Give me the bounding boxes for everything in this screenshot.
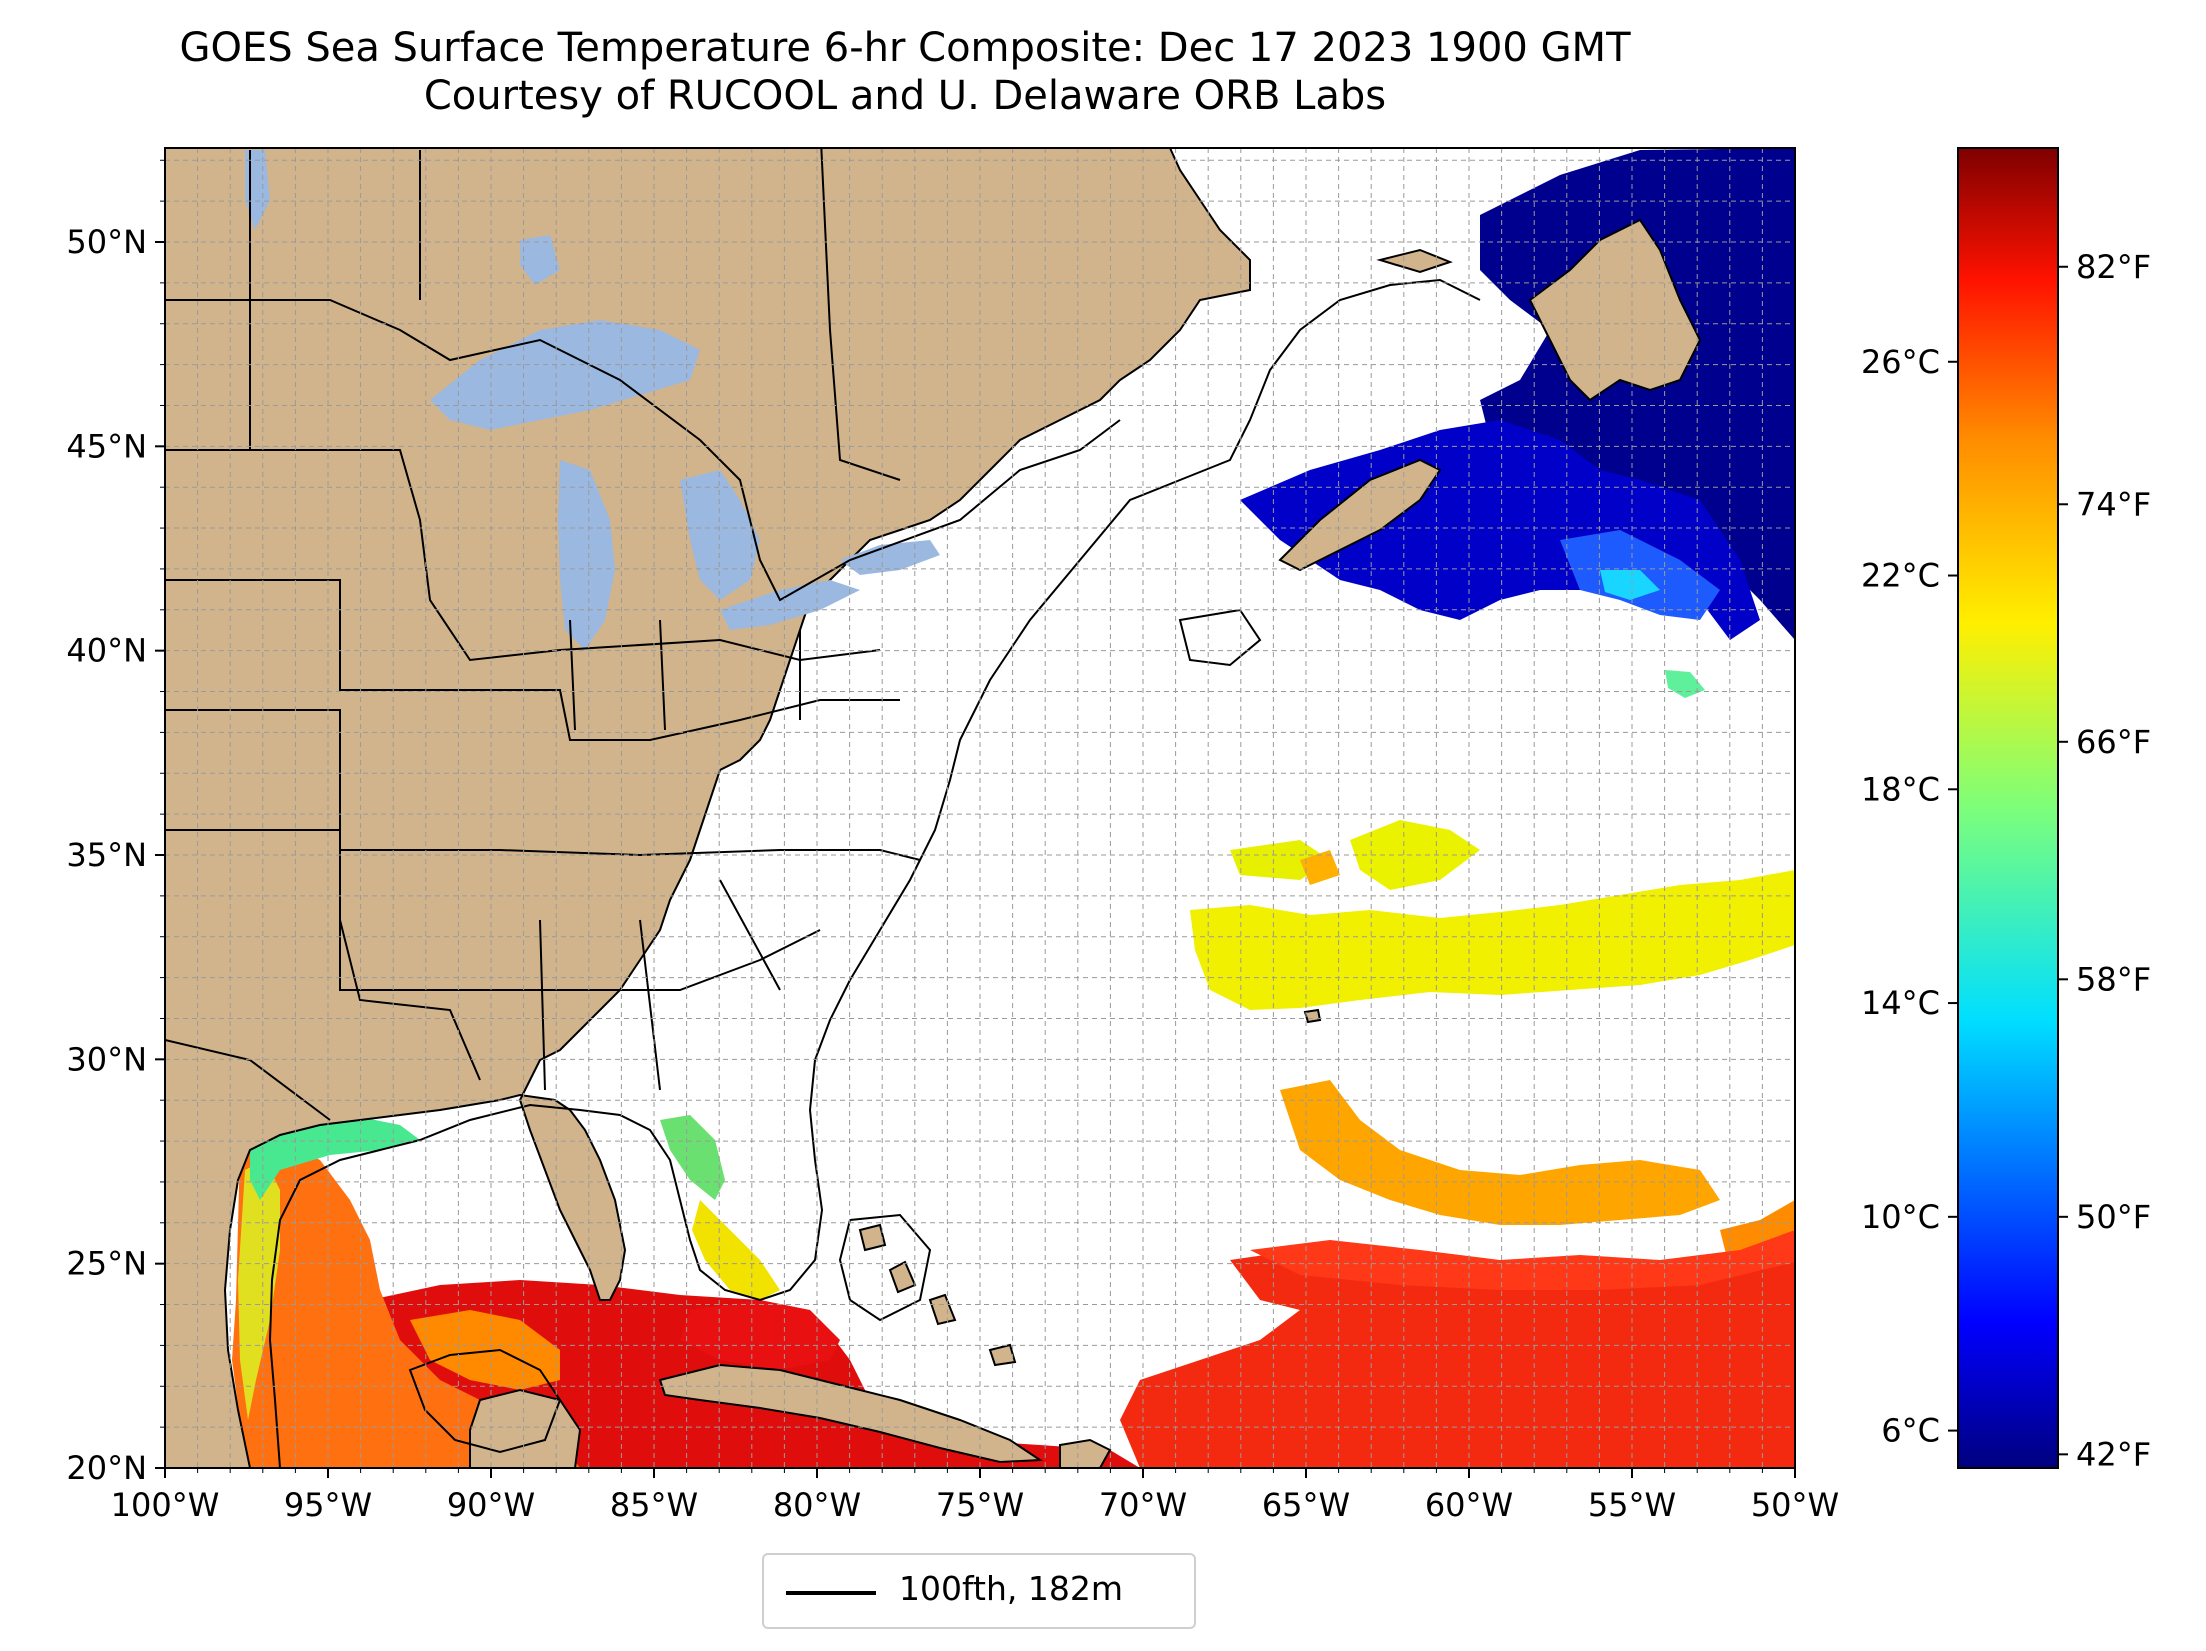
celsius-tick-label: 18°C [1861,770,1940,808]
lake-huron [680,470,760,600]
sst-patch-labrador [1480,148,1795,640]
border-states-15 [820,148,901,481]
fahrenheit-tick-label: 42°F [2076,1435,2151,1473]
legend-line-swatch [786,1591,876,1595]
border-states-12 [659,619,666,731]
border-us-canada [165,299,1121,602]
celsius-tick-label: 26°C [1861,343,1940,381]
celsius-tick-label: 6°C [1881,1412,1940,1450]
land-newfoundland [1528,218,1702,402]
sst-patch-green-small [1665,670,1705,698]
land-yucatan [469,1388,582,1468]
sst-patch-gulf-yellow [238,1160,280,1420]
y-axis-ticks: 20°N 25°N 30°N 35°N 40°N 45°N 50°N [66,159,165,1487]
x-tick-label: 85°W [610,1486,698,1524]
x-axis-ticks: 100°W 95°W 90°W 85°W 80°W 75°W 70°W 65°W 60°W 55°… [111,1468,1839,1524]
x-tick-label: 55°W [1588,1486,1676,1524]
bahamas-island-1 [858,1223,887,1252]
x-tick-label: 80°W [773,1486,861,1524]
gridlines [165,148,1795,1468]
y-tick-label: 30°N [66,1040,147,1078]
land [165,148,1702,1468]
colorbar [1957,147,2059,1469]
great-lakes [245,150,940,650]
fahrenheit-tick-label: 82°F [2076,248,2151,286]
y-tick-label: 25°N [66,1245,147,1283]
title-line-2: Courtesy of RUCOOL and U. Delaware ORB L… [423,73,1387,119]
celsius-tick-label: 10°C [1861,1198,1940,1236]
x-tick-label: 100°W [111,1486,220,1524]
lake-winnipeg-area [245,150,270,230]
fahrenheit-tick-label: 66°F [2076,723,2151,761]
border-states-7 [639,919,661,1091]
border-states-6 [539,919,546,1091]
sst-patch-gulf-coast-green [250,1115,420,1200]
lake-nipigon [520,235,560,285]
border-states-5 [339,919,481,1081]
x-tick-label: 95°W [284,1486,372,1524]
y-tick-label: 45°N [66,427,147,465]
x-tick-label: 90°W [447,1486,535,1524]
isobath-bahamas [838,1213,932,1322]
legend: 100fth, 182m [762,1553,1196,1629]
land-north-america [165,148,1251,1468]
y-tick-label: 20°N [66,1449,147,1487]
colorbar-fahrenheit-ticks: 42°F 50°F 58°F 66°F 74°F 82°F [2058,248,2151,1473]
border-states-11 [569,619,576,731]
bahamas [858,1008,1322,1367]
x-tick-label: 75°W [936,1486,1024,1524]
fahrenheit-tick-label: 58°F [2076,960,2151,998]
border-states-2 [165,579,900,741]
sst-patch-florida-green [660,1115,725,1200]
bermuda [1303,1008,1322,1024]
bahamas-island-4 [988,1343,1017,1367]
lake-michigan [558,460,615,650]
political-borders [165,148,1121,1121]
lake-superior [430,320,700,430]
fahrenheit-tick-label: 50°F [2076,1198,2151,1236]
border-states-4 [165,829,821,991]
sst-patch-yellow-band [1190,870,1795,1010]
x-tick-label: 70°W [1099,1486,1187,1524]
border-states-3 [165,709,921,861]
land-hispaniola [1059,1438,1112,1468]
sst-patch-cyan [1600,570,1660,600]
sst-patch-orange-mid [1280,1080,1720,1225]
celsius-tick-label: 14°C [1861,984,1940,1022]
colorbar-celsius-ticks: 6°C 10°C 14°C 18°C 22°C 26°C [1861,343,1958,1450]
x-tick-label: 50°W [1751,1486,1839,1524]
map-content [165,148,1795,1468]
isobath-100fth [268,278,1481,1468]
bahamas-island-3 [928,1293,957,1326]
y-tick-label: 40°N [66,632,147,670]
fahrenheit-tick-label: 74°F [2076,485,2151,523]
isobath-atlantic [268,278,1481,1468]
border-states-8 [719,879,781,991]
map-title: GOES Sea Surface Temperature 6-hr Compos… [0,24,1810,120]
sst-patch-florida-strait-red [680,1300,840,1370]
sst-patch-red-south-2 [1250,1230,1795,1290]
sst-patch-yellow-north-2 [1350,820,1480,890]
legend-label: 100fth, 182m [899,1569,1123,1608]
sst-patch-florida-yellow [692,1200,780,1300]
y-tick-label: 50°N [66,223,147,261]
x-tick-label: 65°W [1262,1486,1350,1524]
lake-erie [720,580,860,630]
x-tick-label: 60°W [1425,1486,1513,1524]
y-tick-label: 35°N [66,836,147,874]
title-line-1: GOES Sea Surface Temperature 6-hr Compos… [179,25,1631,71]
sst-patch-orange-north [1300,850,1340,885]
border-states-1 [165,449,881,662]
isobath-gulf-loop [408,1348,562,1454]
isobath-georges-bank [1178,608,1262,667]
land-anticosti [1376,248,1453,274]
celsius-tick-label: 22°C [1861,557,1940,595]
sst-patch-gulf-west-orange [410,1310,560,1390]
sst-patch-gulf-st-lawrence [1240,420,1760,640]
land-cuba [658,1363,1044,1464]
